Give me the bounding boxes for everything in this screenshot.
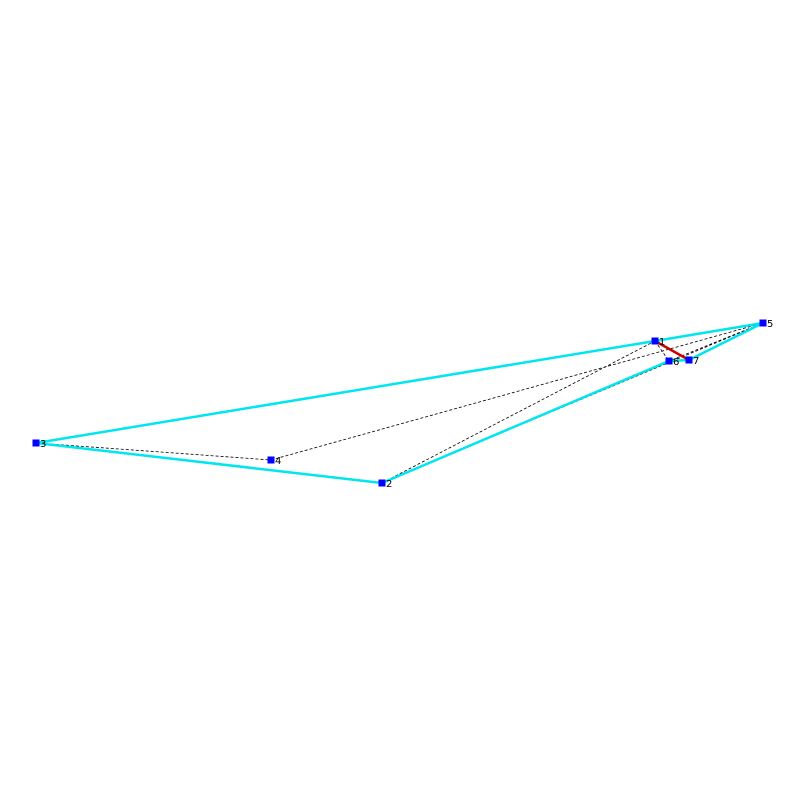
hull-edge: [381, 359, 670, 485]
hull-edge: [654, 321, 764, 343]
point-label: 2: [386, 479, 392, 490]
point-label: 4: [275, 456, 281, 467]
point: [759, 319, 767, 327]
hull-edge: [688, 321, 764, 362]
point-label: 7: [693, 356, 699, 367]
point: [651, 337, 659, 345]
point: [685, 356, 693, 364]
point-label: 1: [659, 337, 665, 348]
hull-edge: [35, 339, 656, 445]
point-label: 3: [40, 439, 46, 450]
hull-edge: [35, 441, 383, 485]
dashed-edge: [35, 442, 272, 461]
point: [267, 456, 275, 464]
dashed-edge: [381, 340, 656, 484]
point-label: 6: [673, 357, 679, 368]
dashed-edge: [668, 322, 764, 362]
highlight-edge: [654, 339, 690, 362]
point: [378, 479, 386, 487]
point: [32, 439, 40, 447]
point: [665, 357, 673, 365]
dashed-edge: [270, 322, 764, 461]
point-label: 5: [767, 319, 773, 330]
